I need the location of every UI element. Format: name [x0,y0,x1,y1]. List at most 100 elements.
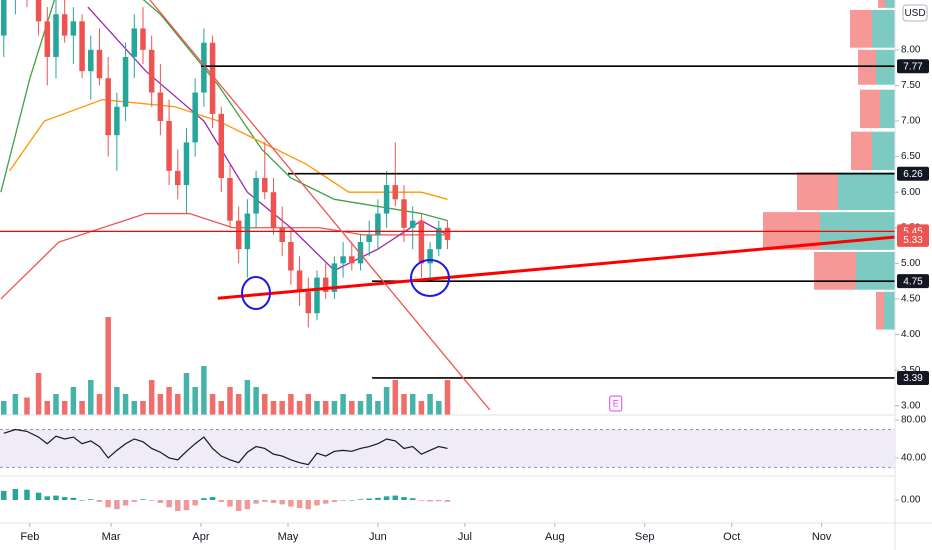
profile-up [884,291,895,330]
moving-average [9,98,448,200]
macd-bar [166,500,172,508]
macd-bar [157,500,164,503]
x-tick-label: Oct [723,531,740,543]
y-tick-label: 3.50 [901,365,921,376]
price-label-box [897,232,929,247]
volume-bar [148,380,155,415]
profile-up [838,172,895,210]
candle-body [253,177,259,214]
event-label: E [613,398,619,408]
macd-bar [357,499,364,500]
x-tick-label: May [278,531,299,543]
candle-body [44,21,51,57]
profile-down [858,49,876,85]
volume-bar [288,394,294,415]
candle-body [427,249,433,264]
candle-body [383,185,390,214]
volume-bar [24,397,30,415]
volume-bar [192,387,198,415]
volume-bar [53,394,59,415]
candle-body [131,28,138,57]
macd-bar [53,495,59,500]
macd-bar [366,498,372,500]
volume-bar [314,401,320,415]
macd-bar [244,500,251,510]
macd-bar [122,500,129,506]
macd-bar [314,500,320,506]
price-label: 3.39 [903,373,923,384]
y-tick-label: 4.50 [901,294,921,305]
candle-body [436,227,442,250]
candle-body [192,92,198,143]
macd-bar [296,500,303,509]
price-label: 6.26 [903,169,923,180]
volume-bar [436,401,442,415]
macd-bar [88,499,94,500]
volume-bar [44,401,51,415]
volume-bar [88,380,94,415]
macd-bar [175,500,181,511]
candle-body [401,199,407,228]
candle-body [357,242,364,264]
currency-box[interactable] [902,4,928,22]
y-tick-label: 40.00 [901,453,926,464]
price-label-box [897,59,929,74]
currency[interactable]: USD [904,8,925,19]
macd-bar [1,490,7,500]
annotation-circle [410,259,450,297]
volume-bar [79,401,85,415]
volume-bar [105,317,111,415]
candle-body [314,277,320,314]
macd-bar [183,500,190,511]
volume-bar [61,401,68,415]
macd-bar [79,500,85,501]
candle-body [322,277,329,292]
candle-body [122,56,129,107]
candle-body [296,270,303,292]
price-label: 7.77 [903,61,923,72]
macd-bar [209,497,216,500]
volume-bar [201,366,207,415]
volume-bar [244,380,251,415]
candle-body [331,263,338,292]
candle-body [79,21,85,72]
macd-bar [349,500,355,501]
macd-bar [418,500,425,501]
candle-body [105,78,111,136]
volume-bar [166,387,172,415]
volume-bar [357,401,364,415]
candle-body [279,227,285,243]
volume-bar [114,387,120,415]
volume-bar [175,394,181,415]
volume-bar [270,401,277,415]
volume-bar [218,401,225,415]
candle-body [340,256,346,264]
candle-body [148,49,155,93]
candle-body [262,177,268,193]
candle-body [227,177,233,221]
candle-body [349,256,355,264]
volume-bar [401,394,407,415]
volume-bar [305,394,312,415]
macd-bar [227,500,233,507]
y-tick-label: 6.00 [901,187,921,198]
volume-bar [366,394,372,415]
volume-bar [183,373,190,415]
price-label: 4.75 [903,276,923,287]
volume-bar [392,380,399,415]
price-label: 5.33 [903,235,923,246]
volume-bar [383,387,390,415]
macd-bar [305,500,312,510]
price-label-box [897,274,929,289]
volume-bar [444,380,451,415]
candle-body [288,242,294,271]
trendline [217,235,895,300]
volume-bar [35,373,42,415]
macd-bar [262,500,268,502]
volume-bar [427,394,433,415]
price-label: 5.45 [903,226,923,237]
volume-bar [418,401,425,415]
macd-bar [383,496,390,500]
x-tick-label: Mar [102,531,121,543]
